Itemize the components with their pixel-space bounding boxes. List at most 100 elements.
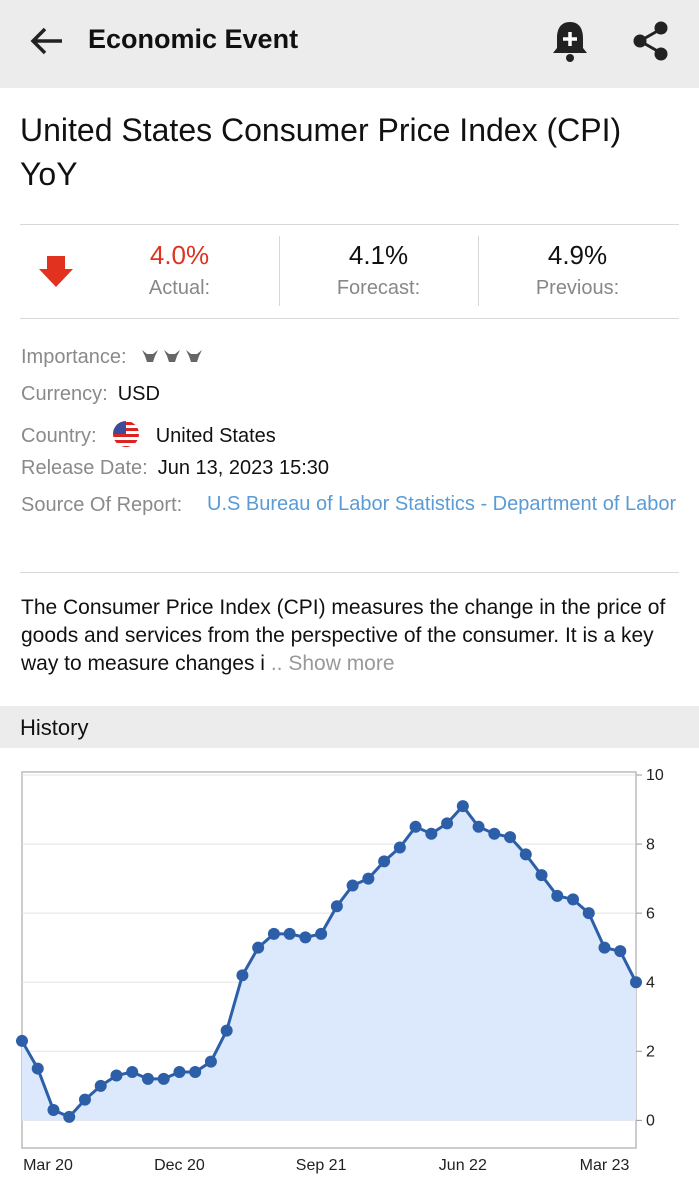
top-bar-title: Economic Event [88,24,299,54]
share-dot [633,34,647,48]
point [220,1024,233,1037]
point [267,927,280,940]
point [393,841,406,854]
stat-previous: 4.9% Previous: [478,240,677,300]
area [22,806,636,1121]
point [94,1079,107,1092]
point [141,1072,154,1085]
point [157,1072,170,1085]
point [519,848,532,861]
point [189,1066,202,1079]
x-tick-label: Mar 20 [23,1157,73,1174]
stat-forecast: 4.1% Forecast: [279,240,478,300]
down-arrow [39,256,73,287]
x-tick-label: Mar 23 [580,1157,630,1174]
point [504,831,517,844]
info-label: Importance: [21,346,127,368]
event-title: United States Consumer Price Index (CPI)… [20,112,622,192]
point [126,1066,139,1079]
point [362,872,375,885]
stat-label: Forecast: [336,277,421,299]
point [598,941,611,954]
description-text: The Consumer Price Index (CPI) measures … [21,596,666,675]
x-tick-label: Sep 21 [296,1157,347,1174]
info-row: Importance: [21,346,206,369]
separator [478,236,479,306]
info-value: United States [155,425,276,447]
point [535,869,548,882]
point [582,907,595,920]
point [283,927,296,940]
point [252,941,265,954]
point [567,893,580,906]
point [315,927,328,940]
info-row: Release Date: Jun 13, 2023 15:30 [21,457,329,480]
share-button[interactable] [630,20,672,62]
point [488,827,501,840]
point [425,827,438,840]
point [630,976,642,989]
separator [279,236,280,306]
line [20,803,638,1119]
point [441,817,454,830]
share-dot [654,47,668,61]
divider [20,318,679,319]
x-tick-label: Jun 22 [439,1157,487,1174]
plus [563,32,577,46]
info-row: Country: United States [21,420,276,448]
y-tick-label: 2 [646,1044,655,1061]
point [378,855,391,868]
point [409,820,422,833]
info-label: Release Date: [21,457,148,479]
point [63,1110,76,1123]
point [614,945,627,958]
point [472,820,485,833]
y-tick-label: 6 [646,905,655,922]
truncation: .. [270,652,283,675]
point [110,1069,123,1082]
point [16,1034,28,1047]
y-tick-label: 8 [646,836,655,853]
point [299,931,312,944]
stat-label: Actual: [148,277,211,299]
divider [20,572,679,573]
point [456,800,469,813]
description: The Consumer Price Index (CPI) measures … [21,594,671,678]
section-bar [0,706,699,748]
divider [20,224,679,225]
source-link[interactable]: U.S Bureau of Labor Statistics - Departm… [207,493,677,515]
section-title: History [20,715,89,740]
x-tick-label: Dec 20 [154,1157,205,1174]
info-row: Source Of Report: [21,494,182,517]
point [173,1066,186,1079]
bell-clapper [566,54,574,62]
y-tick-label: 10 [646,767,664,784]
point [31,1062,44,1075]
stat-value: 4.0% [149,240,210,270]
stat-actual: 4.0% Actual: [80,240,279,300]
info-value: Jun 13, 2023 15:30 [157,457,330,479]
point [330,900,343,913]
info-label: Currency: [21,383,108,405]
alert-button[interactable] [550,18,590,64]
point [47,1104,60,1117]
importance-icons [142,350,203,362]
stat-value: 4.9% [547,240,608,270]
share-dot [654,21,668,35]
info-row: Currency: USD [21,383,160,406]
info-label: Source Of Report: [21,494,183,516]
info-value: USD [117,383,160,405]
stat-label: Previous: [535,277,620,299]
back-button[interactable] [28,24,66,58]
show-more[interactable]: Show more [288,652,395,675]
info-label: Country: [21,425,97,447]
point [236,969,249,982]
point [551,889,564,902]
point [204,1055,217,1068]
y-tick-label: 4 [646,974,655,991]
y-tick-label: 0 [646,1113,655,1130]
stat-value: 4.1% [348,240,409,270]
back-arrow [30,27,62,55]
point [78,1093,91,1106]
history-chart: 0 2 4 6 8 10 Mar 20 Dec 20 Sep 21 Jun 22 Mar 23 [16,767,664,1174]
